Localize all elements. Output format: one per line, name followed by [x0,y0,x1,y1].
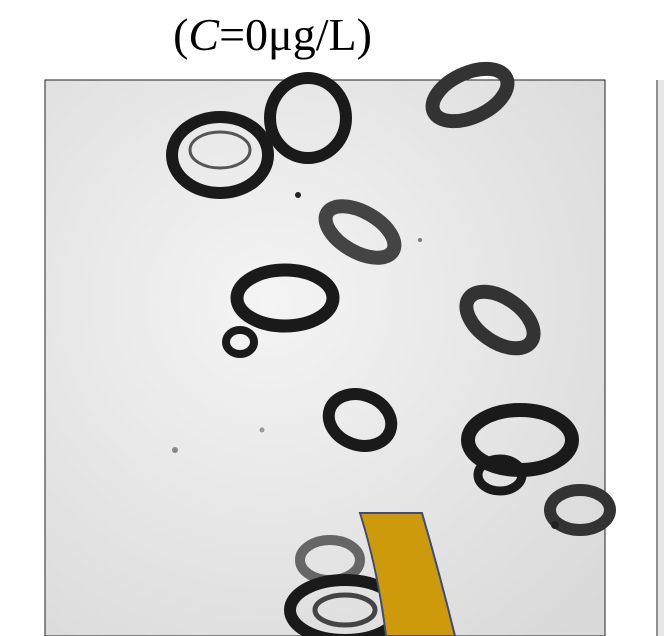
page: (C=0μg/L) (() => { const data = JSON.par… [0,0,664,636]
photo-panels [0,0,664,636]
left-photo [45,80,605,636]
right-photo [658,80,664,636]
